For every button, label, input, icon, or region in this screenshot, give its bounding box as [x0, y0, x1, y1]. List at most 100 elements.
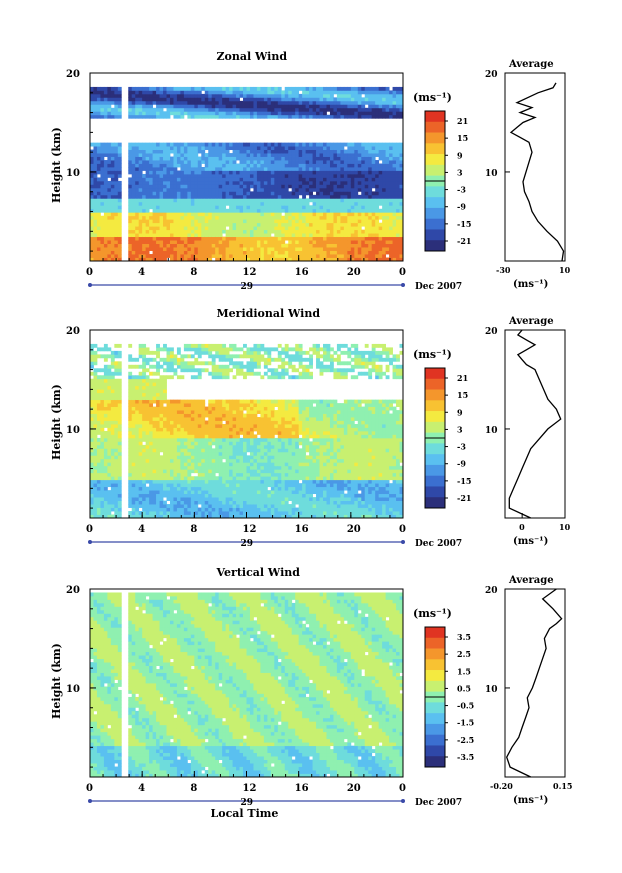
heatmap-cell	[138, 347, 143, 352]
heatmap-cell	[378, 153, 383, 157]
heatmap-cell	[103, 222, 108, 227]
heatmap-cell	[163, 180, 167, 185]
heatmap-cell	[277, 187, 282, 192]
heatmap-cell	[100, 382, 105, 387]
heatmap-cell	[225, 219, 230, 224]
heatmap-cell	[378, 170, 383, 175]
heatmap-cell	[197, 100, 202, 105]
heatmap-cell	[190, 170, 195, 175]
heatmap-cell	[309, 247, 313, 251]
heatmap-cell	[333, 254, 338, 258]
heatmap-cell	[176, 191, 181, 196]
heatmap-cell	[135, 357, 140, 362]
heatmap-cell	[263, 236, 268, 241]
heatmap-cell	[253, 191, 258, 196]
heatmap-cell	[103, 451, 108, 456]
heatmap-cell	[288, 160, 293, 164]
heatmap-cell	[357, 257, 362, 262]
heatmap-cell	[336, 205, 341, 210]
heatmap-cell	[246, 257, 251, 262]
heatmap-cell	[93, 160, 98, 164]
heatmap-cell	[291, 107, 296, 112]
heatmap-cell	[152, 462, 157, 467]
heatmap-cell	[281, 153, 286, 157]
heatmap-cell	[156, 507, 160, 512]
heatmap-cell	[159, 170, 164, 175]
heatmap-cell	[350, 160, 355, 164]
heatmap-cell	[375, 212, 380, 217]
heatmap-cell	[354, 247, 359, 251]
heatmap-cell	[135, 364, 140, 369]
heatmap-cell	[305, 90, 310, 95]
heatmap-cell	[256, 173, 261, 178]
heatmap-cell	[368, 198, 373, 203]
heatmap-cell	[225, 236, 230, 241]
heatmap-cell	[145, 357, 150, 362]
heatmap-cell	[305, 208, 310, 213]
heatmap-cell	[302, 233, 307, 238]
heatmap-cell	[281, 226, 286, 231]
heatmap-cell	[371, 90, 376, 95]
heatmap-cell	[173, 469, 178, 474]
heatmap-cell	[243, 233, 247, 238]
heatmap-cell	[232, 215, 237, 220]
heatmap-cell	[169, 399, 174, 404]
heatmap-cell	[319, 90, 324, 95]
heatmap-cell	[142, 104, 147, 109]
heatmap-cell	[218, 153, 223, 157]
heatmap-cell	[176, 257, 181, 262]
heatmap-cell	[312, 243, 317, 248]
heatmap-cell	[302, 201, 307, 206]
heatmap-cell	[302, 184, 307, 189]
heatmap-cell	[152, 483, 157, 488]
heatmap-cell	[93, 511, 98, 515]
heatmap-cell	[152, 212, 157, 217]
heatmap-cell	[340, 212, 345, 217]
heatmap-cell	[263, 229, 268, 234]
heatmap-cell	[90, 177, 94, 182]
heatmap-cell	[399, 212, 404, 217]
heatmap-cell	[173, 490, 178, 495]
heatmap-cell	[183, 254, 188, 258]
heatmap-cell	[103, 233, 108, 238]
heatmap-cell	[347, 149, 352, 154]
heatmap-cell	[389, 236, 393, 241]
heatmap-cell	[145, 153, 150, 157]
heatmap-cell	[333, 233, 338, 238]
heatmap-cell	[183, 153, 188, 157]
heatmap-cell	[194, 170, 199, 175]
heatmap-cell	[340, 191, 345, 196]
heatmap-cell	[138, 107, 143, 112]
heatmap-cell	[107, 86, 112, 91]
heatmap-cell	[159, 205, 164, 210]
heatmap-cell	[173, 97, 178, 102]
heatmap-cell	[152, 142, 157, 147]
heatmap-cell	[145, 441, 150, 446]
heatmap-cell	[90, 201, 94, 206]
heatmap-cell	[93, 236, 98, 241]
heatmap-cell	[169, 160, 174, 164]
heatmap-cell	[375, 149, 380, 154]
heatmap-cell	[93, 97, 98, 102]
heatmap-cell	[326, 254, 331, 258]
heatmap-cell	[90, 479, 94, 484]
heatmap-cell	[298, 250, 303, 255]
heatmap-cell	[173, 371, 178, 376]
heatmap-cell	[152, 243, 157, 248]
heatmap-cell	[354, 153, 359, 157]
heatmap-cell	[323, 222, 327, 227]
heatmap-cell	[312, 254, 317, 258]
heatmap-cell	[173, 229, 178, 234]
heatmap-cell	[103, 177, 108, 182]
heatmap-cell	[354, 97, 359, 102]
heatmap-cell	[357, 215, 362, 220]
heatmap-cell	[382, 215, 387, 220]
heatmap-cell	[350, 233, 355, 238]
heatmap-cell	[243, 194, 247, 199]
heatmap-cell	[173, 86, 178, 91]
average-y-tick-label: 10	[485, 169, 498, 179]
heatmap-cell	[364, 177, 369, 182]
heatmap-cell	[90, 385, 94, 390]
heatmap-cell	[204, 163, 209, 168]
